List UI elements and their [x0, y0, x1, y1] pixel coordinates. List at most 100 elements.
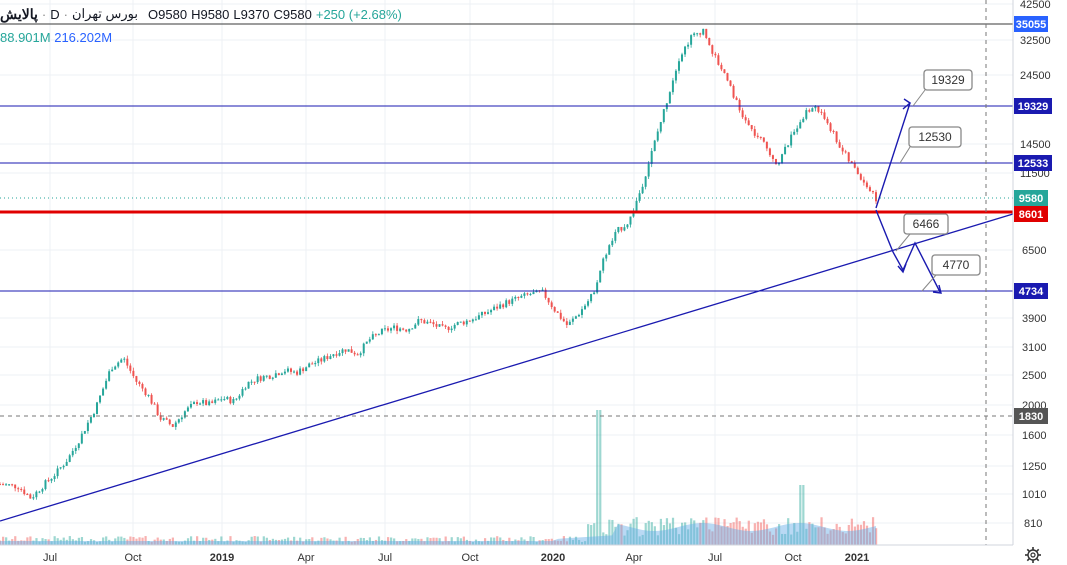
volume-bar: [441, 541, 444, 545]
settings-gear-icon[interactable]: [1023, 545, 1043, 565]
candle-body: [465, 320, 468, 325]
candle-body: [429, 321, 432, 323]
candle-body: [302, 368, 305, 372]
volume-bar: [311, 537, 314, 545]
volume-bar: [865, 525, 869, 545]
volume-legend[interactable]: 88.901M 216.202M: [0, 30, 112, 45]
volume-bar: [826, 533, 829, 545]
volume-bar: [690, 518, 693, 545]
candle-body: [483, 311, 486, 314]
candle-body: [129, 365, 132, 371]
projection-paths[interactable]: [875, 98, 942, 294]
volume-bar: [114, 538, 117, 545]
candle-body: [668, 92, 671, 104]
candle-body: [320, 358, 323, 362]
price-axis[interactable]: 42500 32500 24500 14500 11500 6500 3900 …: [1020, 0, 1051, 530]
candle-body: [580, 309, 583, 315]
volume-bar: [329, 539, 332, 545]
candle-body: [635, 200, 638, 212]
volume-bar: [584, 541, 587, 545]
legend-separator: ·: [41, 6, 47, 22]
callout-6466-label: 6466: [913, 217, 940, 231]
candle-body: [732, 85, 735, 98]
volume-bar: [280, 539, 284, 545]
callout-12530[interactable]: 12530: [899, 126, 962, 164]
candle-body: [156, 404, 159, 416]
volume-bar: [144, 536, 147, 545]
candle-body: [296, 371, 299, 375]
candle-body: [329, 356, 332, 359]
candle-body: [332, 354, 335, 357]
volume-bar: [714, 517, 717, 545]
candle-body: [744, 117, 747, 121]
volume-bar: [14, 536, 17, 545]
candle-body: [47, 480, 50, 482]
trend-line[interactable]: [0, 213, 1014, 522]
volume-bar: [781, 533, 784, 545]
volume-bar: [859, 524, 863, 545]
candle-body: [865, 182, 868, 188]
candle-body: [199, 403, 202, 405]
x-tick-apr-2019: Apr: [297, 552, 314, 564]
volume-bar: [784, 533, 787, 545]
volume-bar: [123, 537, 126, 545]
volume-bar: [662, 525, 666, 545]
y-tick-14500: 14500: [1020, 139, 1051, 151]
interval-label[interactable]: D: [50, 6, 60, 22]
volume-bar: [374, 539, 378, 545]
volume-bar: [853, 526, 856, 545]
candle-body: [274, 373, 277, 378]
volume-bar: [817, 527, 820, 545]
volume-bar: [414, 538, 417, 545]
candle-body: [338, 353, 341, 356]
volume-bar: [186, 538, 190, 545]
y-tick-3900: 3900: [1022, 313, 1046, 325]
volume-bar: [611, 519, 614, 545]
callout-6466[interactable]: 6466: [895, 213, 949, 252]
volume-bar: [386, 537, 390, 545]
volume-bar: [380, 540, 384, 545]
candle-body: [186, 407, 189, 412]
candle-body: [638, 193, 641, 201]
symbol-legend[interactable]: پالایش · D · بورس تهران O9580 H9580 L937…: [0, 4, 402, 24]
time-axis[interactable]: Jul Oct 2019 Apr Jul Oct 2020 Apr Jul Oc…: [43, 552, 869, 564]
volume-bar: [835, 523, 838, 545]
volume-bar: [726, 526, 729, 545]
y-tick-42500: 42500: [1020, 0, 1051, 11]
callout-19329[interactable]: 19329: [912, 69, 973, 107]
price-label-1830: 1830: [1014, 408, 1048, 424]
candle-body: [584, 305, 587, 310]
volume-bar: [677, 534, 681, 545]
candle-body: [280, 373, 283, 375]
candle-body: [811, 108, 814, 112]
candle-body: [77, 443, 80, 448]
volume-bar: [23, 540, 26, 545]
symbol-name[interactable]: پالایش: [0, 5, 38, 22]
candle-body: [26, 494, 29, 496]
volume-bar: [674, 527, 678, 545]
candle-body: [438, 324, 441, 327]
candle-body: [168, 419, 171, 425]
candle-body: [138, 381, 141, 384]
volume-bar: [196, 536, 199, 545]
volume-bar: [65, 539, 68, 545]
candle-body: [253, 381, 256, 383]
volume-bar: [108, 539, 111, 545]
candle-body: [114, 366, 117, 370]
candle-body: [183, 411, 186, 418]
volume-bar: [762, 519, 766, 545]
candle-body: [587, 301, 590, 306]
callout-4770[interactable]: 4770: [921, 254, 981, 292]
candle-body: [99, 395, 102, 403]
candle-body: [399, 328, 402, 331]
candle-body: [659, 121, 662, 132]
volume-bar: [247, 540, 250, 545]
volume-bar: [471, 541, 475, 545]
volume-bar: [38, 541, 41, 545]
volume-bar: [232, 541, 235, 545]
candle-body: [314, 363, 317, 365]
svg-text:12533: 12533: [1018, 158, 1049, 170]
candle-body: [844, 151, 847, 153]
volume-bar: [511, 541, 514, 545]
